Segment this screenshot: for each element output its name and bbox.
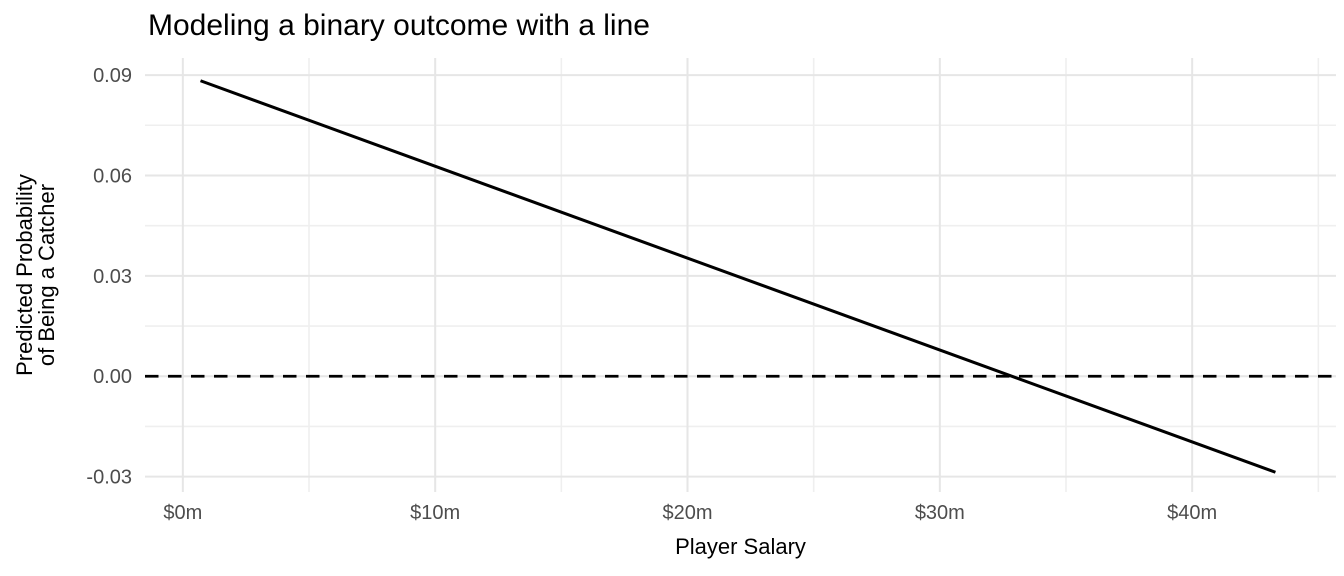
x-tick-label: $10m [410, 502, 460, 524]
x-tick-label: $40m [1167, 502, 1217, 524]
x-axis-title: Player Salary [675, 534, 806, 559]
y-tick-label: 0.06 [93, 165, 132, 187]
chart-title: Modeling a binary outcome with a line [148, 9, 650, 42]
y-axis-title: Predicted Probability of Being a Catcher [12, 174, 59, 376]
x-tick-label: $0m [163, 502, 202, 524]
linear-fit-line [199, 79, 1276, 474]
y-tick-label: -0.03 [86, 467, 132, 489]
y-tick-label: 0.03 [93, 266, 132, 288]
x-tick-label: $20m [662, 502, 712, 524]
y-tick-label: 0.00 [93, 366, 132, 388]
y-tick-label: 0.09 [93, 65, 132, 87]
x-tick-label: $30m [915, 502, 965, 524]
y-axis-title-line-1: Predicted Probability [12, 174, 37, 376]
y-axis-title-line-2: of Being a Catcher [34, 183, 59, 367]
